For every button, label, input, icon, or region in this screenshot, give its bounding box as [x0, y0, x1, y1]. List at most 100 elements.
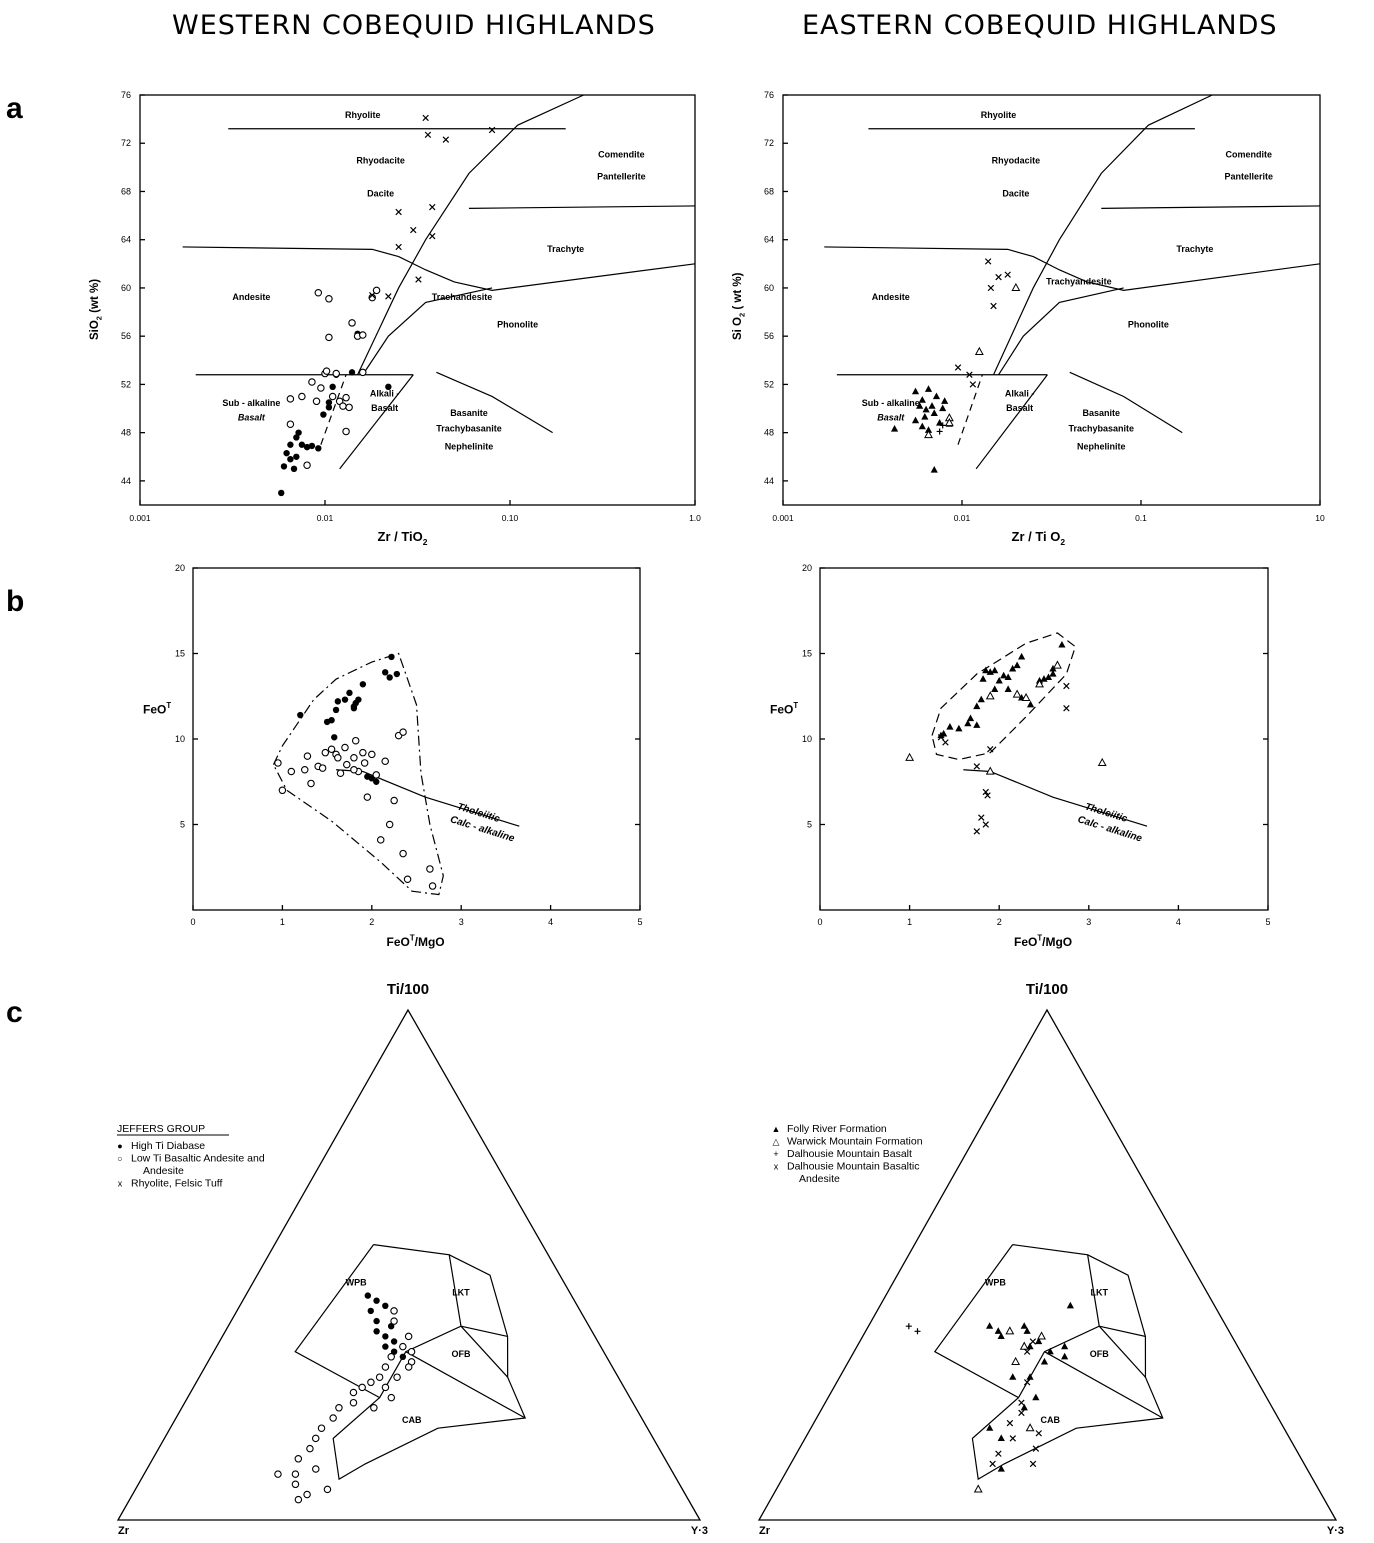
- data-point: [278, 786, 287, 795]
- row-label-b: b: [6, 585, 25, 618]
- data-point: [343, 760, 351, 769]
- data-point: [393, 670, 401, 678]
- data-point: [382, 1343, 389, 1350]
- x-tick-label: 3: [1086, 917, 1091, 927]
- data-envelope: [931, 632, 1077, 761]
- y-tick-label: 44: [764, 476, 774, 486]
- data-point: [345, 403, 353, 412]
- data-point: [936, 428, 943, 435]
- data-point: [1004, 685, 1012, 693]
- y-tick-label: 20: [802, 563, 812, 573]
- data-point: [367, 1378, 375, 1387]
- data-point: [294, 1495, 303, 1504]
- field-label: Dacite: [1002, 188, 1029, 198]
- field-boundary: [824, 246, 1321, 291]
- legend-entry: Andesite: [143, 1165, 184, 1177]
- data-point: [415, 276, 422, 283]
- data-point: [1020, 1322, 1028, 1329]
- field-label: Phonolite: [497, 320, 538, 330]
- apex-label-left: Zr: [118, 1525, 130, 1537]
- data-point: [274, 1470, 282, 1478]
- data-point: [985, 766, 995, 775]
- x-axis-title: Zr / TiO2: [378, 529, 428, 547]
- field-label: Trachandesite: [432, 292, 493, 302]
- data-point: [1023, 1327, 1031, 1334]
- data-point: [997, 1434, 1005, 1441]
- data-point: [424, 131, 432, 139]
- data-point: [955, 724, 963, 732]
- field-label: Trachyte: [547, 244, 584, 254]
- data-point: [381, 1383, 390, 1392]
- data-point: [341, 696, 349, 703]
- data-point: [403, 875, 412, 883]
- data-point: [404, 1363, 413, 1371]
- y-axis-title: SiO2 (wt %): [89, 279, 103, 340]
- data-point: [1097, 757, 1107, 767]
- data-point: [300, 766, 309, 774]
- field-label: Rhyolite: [345, 110, 381, 120]
- y-tick-label: 72: [121, 138, 131, 148]
- field-label: Pantellerite: [597, 171, 646, 181]
- data-point: [1049, 664, 1057, 672]
- data-point: [1029, 1460, 1037, 1468]
- field-label: Phonolite: [1128, 320, 1169, 330]
- data-point: [346, 689, 353, 697]
- x-tick-label: 0: [817, 917, 822, 927]
- apex-label-right: Y·3: [691, 1525, 708, 1537]
- data-point: [287, 441, 294, 448]
- data-point: [905, 752, 915, 761]
- data-point: [350, 766, 358, 774]
- x-tick-label: 3: [459, 917, 464, 927]
- data-point: [997, 1465, 1005, 1472]
- data-point: [387, 1393, 396, 1402]
- data-point: [359, 331, 367, 339]
- data-point: [372, 286, 381, 295]
- y-tick-label: 76: [121, 90, 131, 100]
- data-point: [944, 417, 954, 427]
- x-axis-title: Zr / Ti O2: [1012, 529, 1066, 547]
- legend-entry: Dalhousie Mountain Basaltic: [787, 1161, 920, 1173]
- data-point: [320, 411, 327, 418]
- plot-frame: [139, 94, 696, 506]
- field-label: Comendite: [598, 150, 645, 160]
- field-boundary: [998, 287, 1124, 376]
- row-label-a: a: [6, 92, 23, 125]
- data-point: [373, 1317, 380, 1325]
- data-point: [373, 1328, 380, 1335]
- data-point: [1011, 1356, 1021, 1365]
- data-point: [308, 378, 316, 386]
- data-point: [382, 669, 389, 676]
- data-point: [966, 714, 975, 722]
- data-point: [328, 392, 337, 401]
- data-point: [939, 422, 946, 429]
- y-tick-label: 72: [764, 138, 774, 148]
- x-tick-label: 0.01: [317, 513, 334, 523]
- field-label: Alkali -: [1005, 388, 1035, 398]
- data-point: [358, 1383, 366, 1392]
- data-point: [973, 828, 981, 835]
- field-label: Trachyandesite: [1046, 276, 1112, 286]
- data-point: [1029, 1338, 1037, 1345]
- x-tick-label: 10: [1315, 513, 1325, 523]
- field-boundary: [320, 374, 347, 445]
- data-point: [986, 668, 994, 675]
- data-point: [987, 746, 994, 753]
- data-point: [973, 1484, 983, 1493]
- data-point: [918, 396, 926, 403]
- data-point: [312, 1465, 320, 1473]
- data-point: [390, 1338, 398, 1345]
- data-point: [1032, 1445, 1040, 1452]
- data-point: [954, 364, 962, 371]
- legend-marker: ●: [117, 1141, 122, 1151]
- data-point: [924, 385, 933, 392]
- data-point: [367, 1307, 374, 1315]
- data-point: [1023, 1348, 1031, 1355]
- data-point: [321, 748, 330, 757]
- field-label: Basalt: [877, 413, 905, 423]
- data-point: [303, 461, 311, 469]
- data-point: [390, 1307, 398, 1315]
- legend-marker: x: [118, 1179, 123, 1189]
- data-point: [334, 754, 342, 762]
- data-point: [298, 392, 306, 401]
- apex-label-top: Ti/100: [1026, 981, 1068, 998]
